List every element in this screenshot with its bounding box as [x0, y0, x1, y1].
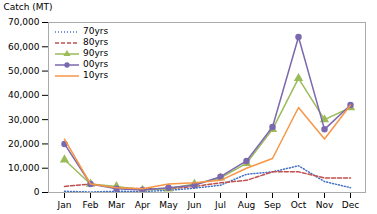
svg-text:Dec: Dec: [342, 200, 359, 210]
svg-text:Mar: Mar: [108, 200, 125, 210]
svg-text:60,000: 60,000: [8, 42, 40, 52]
svg-text:50,000: 50,000: [8, 66, 40, 76]
html-text:90yrs: 90yrs: [83, 48, 109, 58]
svg-text:Feb: Feb: [83, 200, 99, 210]
svg-text:10,000: 10,000: [8, 163, 40, 173]
svg-text:Aug: Aug: [238, 200, 256, 210]
html-text:80yrs: 80yrs: [83, 37, 109, 47]
svg-text:Apr: Apr: [135, 200, 151, 210]
svg-text:20,000: 20,000: [8, 139, 40, 149]
svg-text:Jul: Jul: [214, 200, 226, 210]
svg-text:Jun: Jun: [186, 200, 201, 210]
svg-text:Catch (MT): Catch (MT): [4, 2, 53, 12]
svg-text:May: May: [159, 200, 178, 210]
svg-text:Nov: Nov: [316, 200, 334, 210]
html-text:70yrs: 70yrs: [83, 26, 109, 36]
html-text:00yrs: 00yrs: [83, 59, 109, 69]
html-text:10yrs: 10yrs: [83, 70, 109, 80]
svg-text:40,000: 40,000: [8, 90, 40, 100]
svg-text:30,000: 30,000: [8, 115, 40, 125]
svg-text:Oct: Oct: [291, 200, 307, 210]
svg-text:Jan: Jan: [57, 200, 72, 210]
svg-text:Sep: Sep: [264, 200, 281, 210]
svg-text:70,000: 70,000: [8, 17, 40, 27]
svg-text:0: 0: [34, 187, 40, 197]
